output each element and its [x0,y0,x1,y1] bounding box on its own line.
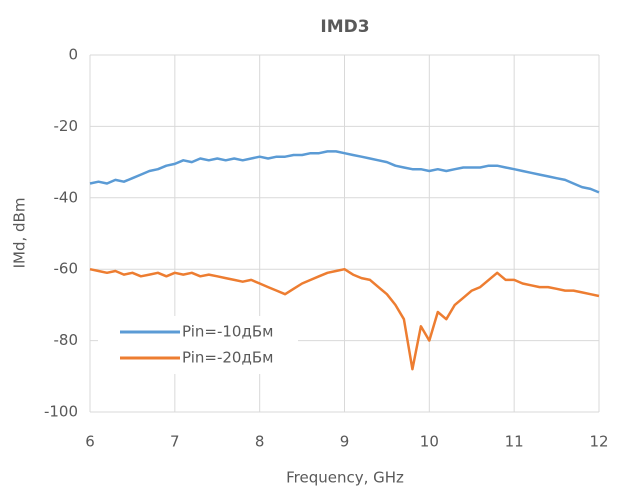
x-tick-label: 12 [589,433,608,451]
x-tick-label: 9 [340,433,350,451]
x-tick-label: 10 [420,433,439,451]
y-tick-label: -60 [54,260,79,278]
x-tick-label: 8 [255,433,265,451]
y-axis-label: IMd, dBm [11,198,29,269]
y-tick-label: -80 [54,331,79,349]
y-tick-label: 0 [68,46,78,64]
x-tick-label: 7 [170,433,180,451]
series-line [89,150,600,194]
y-tick-label: -40 [54,188,79,206]
legend-label: Pin=-20дБм [182,349,273,367]
y-tick-label: -20 [54,117,79,135]
legend-box [98,316,298,374]
x-axis-label: Frequency, GHz [286,469,404,487]
y-tick-label: -100 [44,403,78,421]
series-line [89,267,600,371]
x-tick-label: 6 [85,433,95,451]
x-tick-label: 11 [505,433,524,451]
chart-title: IMD3 [320,17,369,37]
legend-label: Pin=-10дБм [182,323,273,341]
